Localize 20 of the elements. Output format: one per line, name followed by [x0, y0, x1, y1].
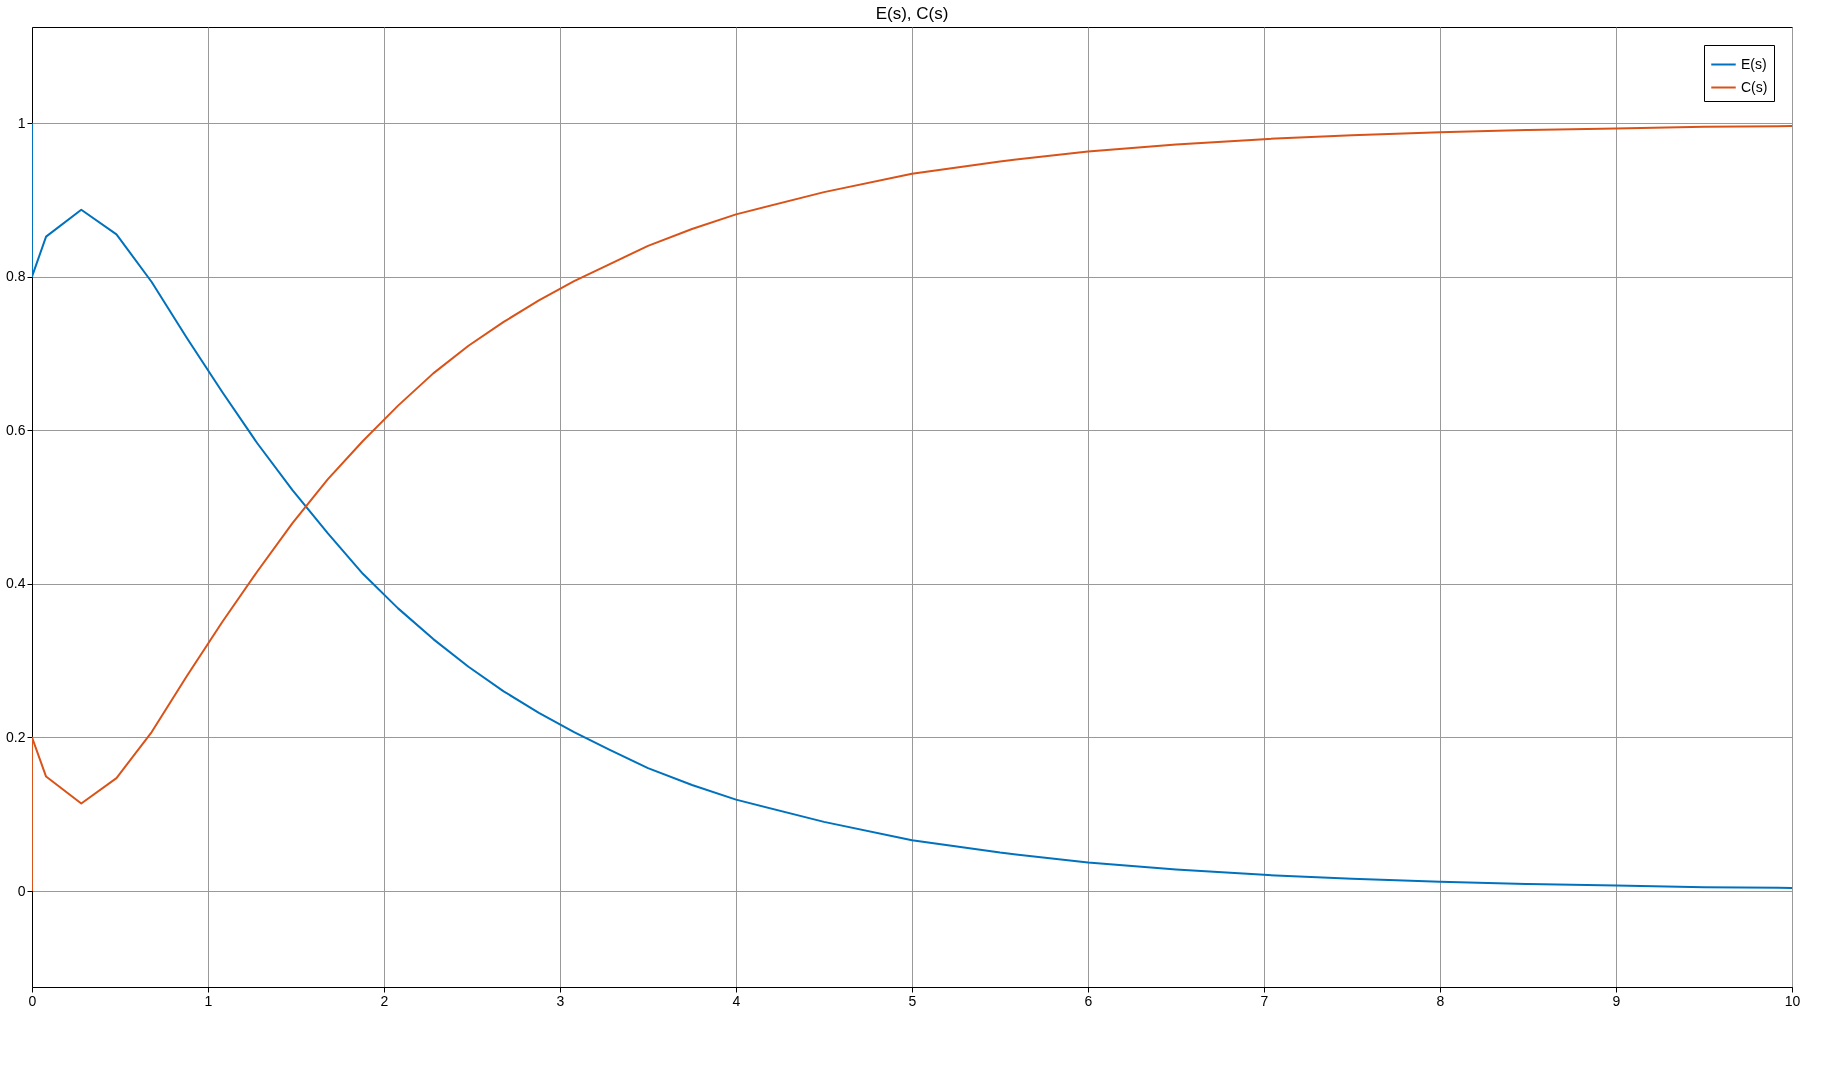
chart-title: E(s), C(s): [875, 4, 949, 23]
x-tick-label: 10: [1784, 992, 1801, 1009]
x-tick-label: 1: [204, 992, 213, 1009]
x-tick-label: 3: [556, 992, 565, 1009]
x-tick-label: 2: [380, 992, 389, 1009]
x-tick-label: 9: [1612, 992, 1621, 1009]
x-tick-label: 8: [1436, 992, 1445, 1009]
x-tick-label: 6: [1084, 992, 1093, 1009]
y-tick-label: 0.8: [6, 268, 26, 285]
y-tick-label: 0.4: [6, 575, 26, 592]
x-tick-label: 4: [732, 992, 741, 1009]
y-tick-label: 0.6: [6, 421, 26, 438]
x-tick-label: 7: [1260, 992, 1269, 1009]
y-tick-label: 0.2: [6, 728, 26, 745]
y-tick-label: 1: [17, 114, 26, 131]
x-tick-label: 5: [908, 992, 917, 1009]
y-tick-label: 0: [17, 882, 26, 899]
x-tick-label: 0: [28, 992, 37, 1009]
legend-label: C(s): [1741, 78, 1768, 95]
legend-label: E(s): [1741, 55, 1767, 72]
